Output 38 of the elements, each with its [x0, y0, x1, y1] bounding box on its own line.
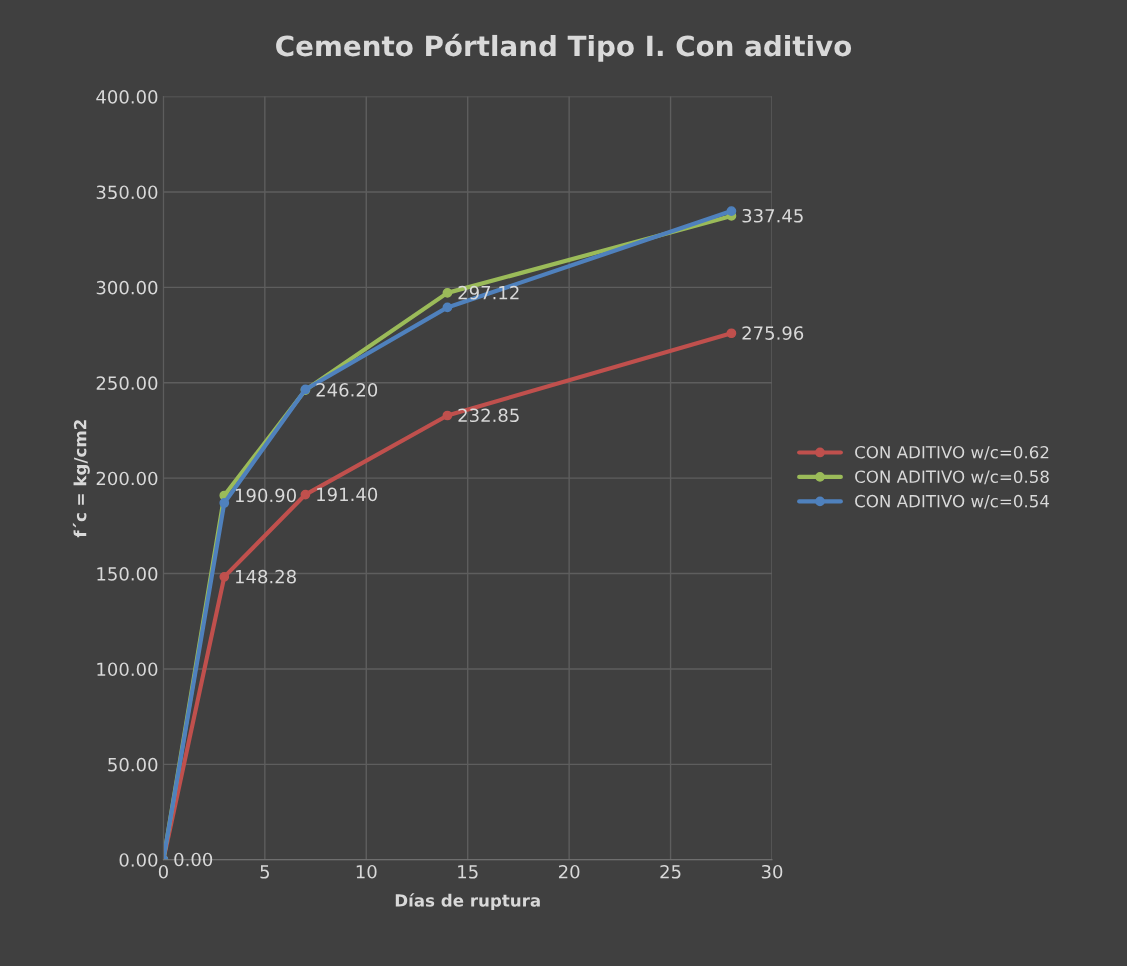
- y-axis-title: f´c = kg/cm2: [72, 420, 90, 538]
- chart-title: Cemento Pórtland Tipo I. Con aditivo: [276, 33, 852, 62]
- y-tick-label: 100.00: [97, 662, 158, 677]
- x-tick-label: 20: [558, 864, 580, 879]
- data-label: 337.45: [742, 208, 803, 223]
- point: [442, 288, 453, 298]
- legend-label: CON ADITIVO w/c=0.62: [855, 445, 1049, 460]
- data-label: 246.20: [316, 383, 378, 397]
- data-label: 0.00: [174, 852, 213, 867]
- y-tick-label: 350.00: [96, 185, 158, 200]
- y-tick-label: 0.00: [119, 853, 158, 867]
- y-tick-label: 250.00: [96, 376, 158, 390]
- x-tick-label: 30: [761, 864, 783, 879]
- legend-label: CON ADITIVO w/c=0.58: [855, 470, 1049, 485]
- y-tick-label: 400.00: [96, 90, 158, 104]
- y-tick-label: 300.00: [96, 280, 158, 295]
- point: [300, 489, 311, 500]
- x-axis-title: Días de ruptura: [395, 893, 540, 910]
- legend-label: CON ADITIVO w/c=0.54: [855, 494, 1050, 509]
- x-tick-label: 25: [660, 864, 681, 879]
- y-tick-label: 150.00: [97, 567, 158, 581]
- point: [726, 328, 737, 339]
- x-tick-label: 10: [356, 864, 377, 879]
- point: [442, 410, 453, 421]
- point: [219, 571, 230, 582]
- y-tick-label: 200.00: [96, 471, 158, 486]
- y-tick-label: 50.00: [108, 757, 158, 772]
- data-label: 148.28: [235, 569, 296, 584]
- point: [726, 206, 737, 216]
- data-label: 275.96: [742, 326, 804, 340]
- data-label: 190.90: [235, 488, 296, 503]
- x-tick-label: 15: [458, 865, 478, 879]
- x-tick-label: 5: [260, 865, 270, 879]
- data-label: 191.40: [317, 487, 378, 502]
- data-label: 232.85: [458, 408, 519, 423]
- x-tick-label: 0: [158, 864, 168, 879]
- point: [219, 498, 230, 508]
- point: [442, 302, 453, 313]
